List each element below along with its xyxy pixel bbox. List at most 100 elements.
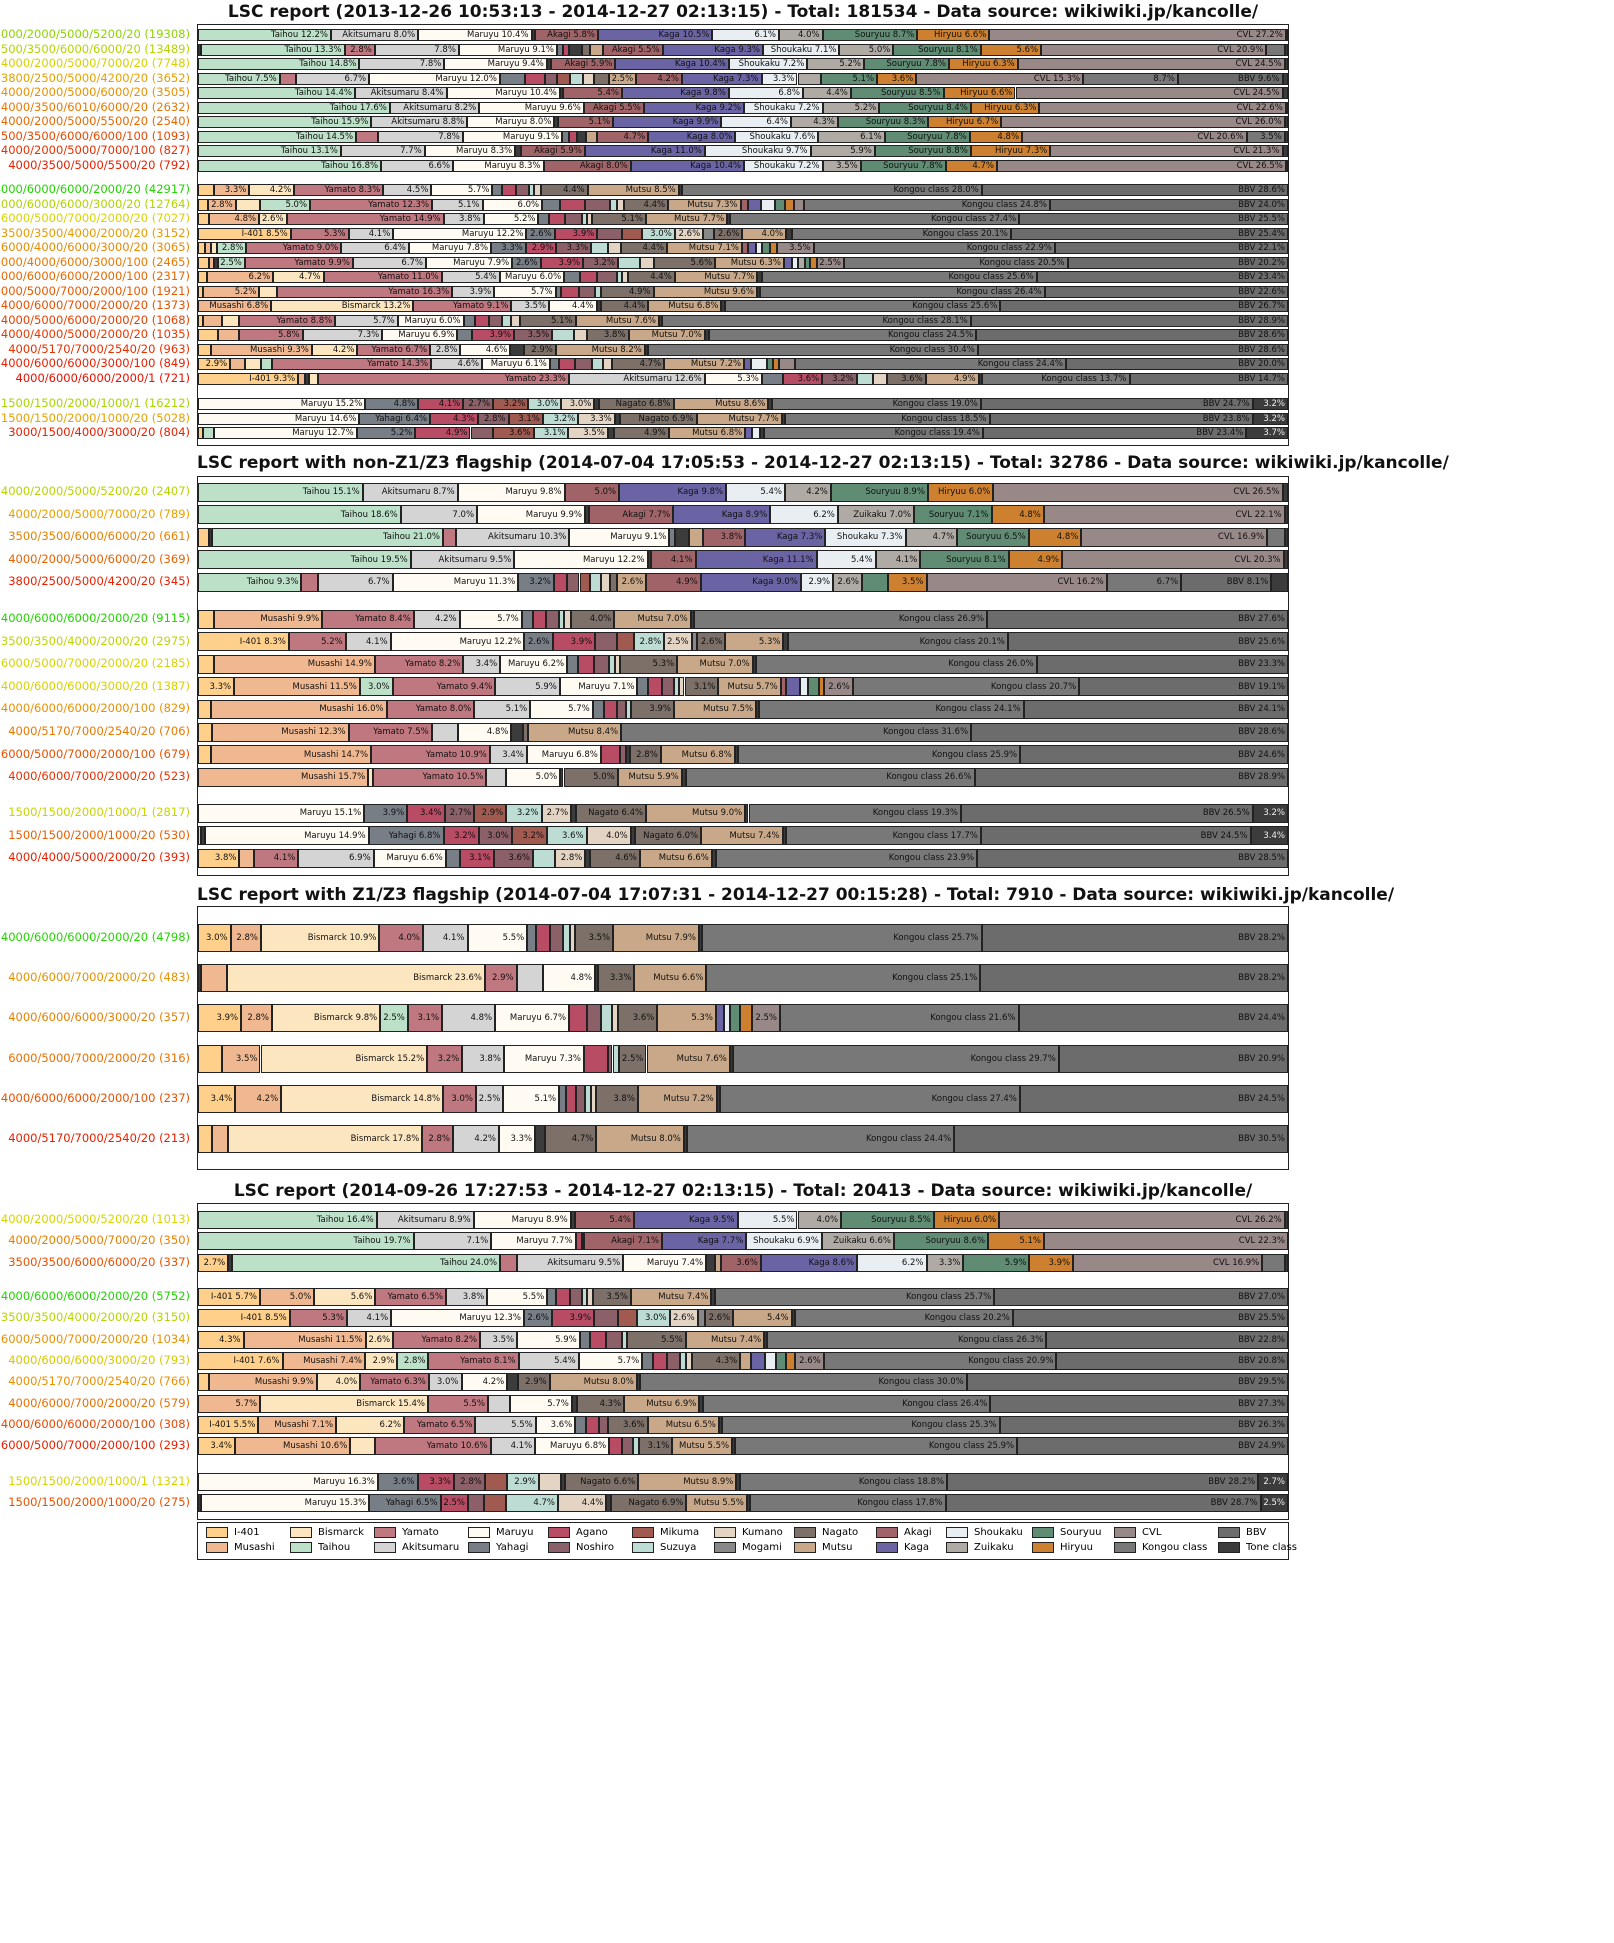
bar-segment-souryuu: Souryuu 6.5% bbox=[957, 527, 1029, 547]
segment-value-label: 3.1% bbox=[693, 681, 716, 692]
segment-value-label: 3.9% bbox=[649, 704, 671, 715]
bar-segment-mutsu: Mutsu 7.6% bbox=[575, 314, 660, 327]
segment-value-label: Kongou class 20.1% bbox=[919, 636, 1005, 647]
bar-segment-yamato: Yamato 11.0% bbox=[323, 271, 442, 283]
bar-segment-cvl: CVL 26.0% bbox=[1001, 116, 1285, 128]
bar-segment-akitsumaru bbox=[431, 722, 459, 742]
bar-segment-yahagi: Yahagi 6.8% bbox=[368, 826, 444, 846]
bar-segment-nagato: 5.6% bbox=[654, 256, 716, 269]
segment-value-label: 2.6% bbox=[530, 228, 552, 239]
bar-segment-yahagi bbox=[637, 677, 649, 697]
segment-value-label: 2.5% bbox=[1263, 1498, 1285, 1509]
segment-value-label: Mutsu 7.9% bbox=[645, 933, 696, 943]
bar-segment-akitsumaru: 3.8% bbox=[462, 1044, 504, 1073]
bar-segment-yamato: Yamato 8.4% bbox=[322, 609, 414, 629]
segment-value-label: 3.0% bbox=[451, 1093, 473, 1104]
bar-segment-cvl: 2.6% bbox=[794, 1351, 824, 1370]
bar-segment-i-401: I-401 9.3% bbox=[198, 372, 299, 385]
bar-segment-i-401 bbox=[198, 343, 211, 356]
bar-segment-nagato: 3.5% bbox=[592, 1288, 631, 1306]
segment-value-label: 6.2% bbox=[813, 509, 835, 520]
bar-segment-bbv: BBV 28.2% bbox=[981, 924, 1288, 952]
bar-segment-akitsumaru: 3.4% bbox=[463, 654, 501, 674]
bar-segment-kongou-class: Kongou class 17.7% bbox=[785, 826, 981, 846]
segment-value-label: Kongou class 18.5% bbox=[901, 413, 987, 424]
bar-segment-mutsu: 5.3% bbox=[657, 1004, 716, 1033]
bar-segment-tone-class bbox=[510, 343, 525, 356]
segment-value-label: 5.4% bbox=[554, 1355, 576, 1366]
segment-value-label: Musashi 11.5% bbox=[298, 1334, 363, 1345]
bar-segment-tone-class bbox=[781, 412, 785, 425]
bar-segment-yamato: Yamato 8.0% bbox=[386, 699, 475, 719]
bar-segment-nagato: 4.4% bbox=[620, 242, 668, 254]
segment-value-label: 4.0% bbox=[589, 614, 612, 624]
bar-segment-mogami bbox=[703, 227, 715, 240]
bar-segment-suzuya bbox=[591, 242, 609, 254]
bar-segment-kaga bbox=[751, 1351, 765, 1370]
bar-segment-akagi bbox=[780, 677, 787, 697]
segment-value-label: 2.6% bbox=[673, 1313, 695, 1324]
row-label: 1500/1500/2000/1000/1 (1321) bbox=[8, 1474, 190, 1488]
legend-swatch bbox=[548, 1527, 570, 1538]
bar-segment-bbv: BBV 28.5% bbox=[977, 848, 1288, 868]
bar-segment-i-401: I-401 5.5% bbox=[198, 1415, 259, 1434]
bar-segment-kongou-class: 6.7% bbox=[1106, 572, 1182, 592]
bar-segment-bbv: BBV 24.6% bbox=[1020, 745, 1288, 765]
segment-value-label: Kongou class 24.5% bbox=[888, 330, 974, 340]
bar-segment-maruyu: Maruyu 6.9% bbox=[382, 329, 458, 341]
bar-segment-maruyu: 5.7% bbox=[509, 1394, 572, 1413]
legend-item: Mutsu bbox=[794, 1542, 852, 1553]
segment-value-label: 2.7% bbox=[468, 399, 491, 409]
bar-segment-kongou-class: Kongou class 21.6% bbox=[779, 1004, 1019, 1033]
bar-segment-taihou: 5.0% bbox=[260, 198, 311, 211]
bar-segment-souryuu bbox=[775, 198, 786, 211]
segment-value-label: BBV 22.6% bbox=[1238, 286, 1285, 297]
segment-value-label: CVL 20.9% bbox=[1217, 44, 1264, 55]
segment-value-label: Kongou class 13.7% bbox=[1041, 373, 1127, 384]
bar-segment-akitsumaru: Akitsumaru 9.5% bbox=[410, 550, 515, 570]
bar-segment-suzuya bbox=[563, 924, 570, 952]
bar-segment-akagi: 5.0% bbox=[564, 482, 620, 502]
legend-label: Tone class bbox=[1246, 1542, 1298, 1553]
bar-segment-kumano: 2.5% bbox=[664, 632, 692, 652]
bar-segment-musashi bbox=[208, 256, 215, 269]
segment-value-label: Mutsu 6.9% bbox=[646, 1398, 697, 1409]
segment-value-label: 4.0% bbox=[606, 830, 628, 841]
bar-segment-tone-class bbox=[546, 58, 552, 70]
bar-segment-zuikaku: 4.0% bbox=[778, 29, 823, 41]
bar-segment-mutsu: 2.5% bbox=[608, 72, 637, 85]
bar-segment-suzuya bbox=[673, 677, 680, 697]
bar-segment-cvl: CVL 27.2% bbox=[989, 29, 1286, 41]
bar-segment-nagato: 3.8% bbox=[587, 329, 629, 341]
segment-value-label: Maruyu 6.0% bbox=[505, 272, 562, 282]
bar-segment-noshiro bbox=[468, 1494, 485, 1513]
bar-segment-shoukaku bbox=[761, 198, 776, 211]
bar-segment-yamato: 5.2% bbox=[288, 632, 346, 652]
segment-value-label: Mutsu 8.0% bbox=[630, 1134, 681, 1144]
segment-value-label: Kongou class 24.4% bbox=[865, 1134, 952, 1144]
bar-segment-akitsumaru: Akitsumaru 8.0% bbox=[330, 29, 419, 41]
bar-segment-souryuu: Souryuu 8.4% bbox=[879, 101, 971, 114]
legend-swatch bbox=[714, 1542, 736, 1553]
segment-value-label: Kongou class 20.1% bbox=[922, 228, 1008, 239]
bar-segment-akitsumaru: Akitsumaru 8.8% bbox=[371, 116, 468, 128]
bar-segment-souryuu: Souryuu 8.5% bbox=[850, 87, 944, 99]
bar-segment-souryuu bbox=[808, 677, 819, 697]
bar-segment-maruyu: Maruyu 10.4% bbox=[446, 87, 560, 99]
legend-swatch bbox=[632, 1527, 654, 1538]
bar-segment-nagato: 4.7% bbox=[544, 1125, 597, 1153]
bar-segment-bismarck bbox=[235, 198, 261, 211]
bar-segment-akitsumaru: 7.7% bbox=[340, 145, 425, 157]
bar-segment-tone-class bbox=[732, 1437, 736, 1456]
segment-value-label: 3.6% bbox=[736, 1257, 758, 1268]
stacked-bar: 3.5% Bismarck 15.2% 3.2% 3.8% Maruyu 7.3% 2.5… bbox=[198, 1044, 1288, 1073]
segment-value-label: 2.7% bbox=[546, 808, 569, 818]
bar-segment-noshiro bbox=[599, 1415, 609, 1434]
segment-value-label: 4.9% bbox=[676, 577, 698, 588]
bar-segment-kaga: Kaga 8.0% bbox=[648, 130, 736, 143]
bar-segment-yamato: Yamato 8.2% bbox=[393, 1330, 481, 1349]
segment-value-label: Mutsu 6.8% bbox=[692, 428, 743, 438]
bar-segment-shoukaku: Shoukaku 7.3% bbox=[825, 527, 906, 547]
row-label: 3500/3500/4000/2000/20 (3152) bbox=[0, 225, 190, 240]
segment-value-label: Yamato 14.9% bbox=[379, 214, 441, 224]
